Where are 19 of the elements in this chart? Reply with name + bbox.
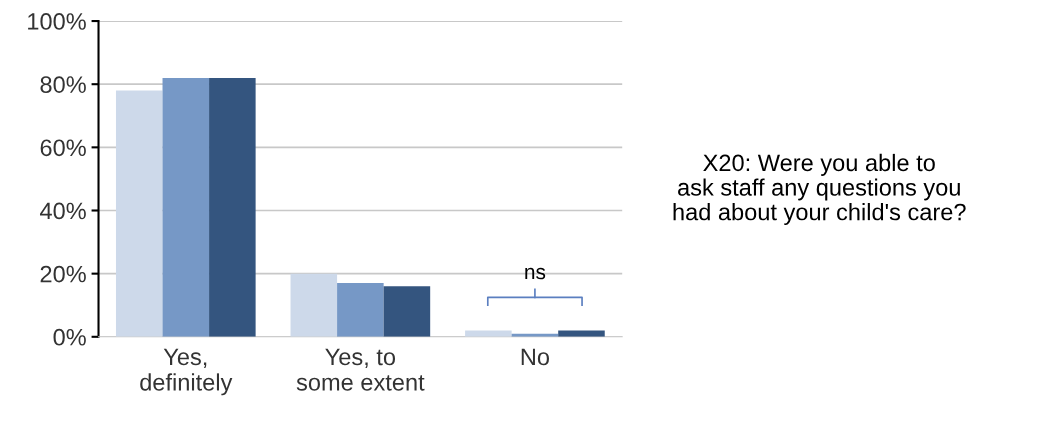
y-tick-label: 40% xyxy=(40,202,86,220)
bar xyxy=(465,330,512,337)
y-tick-label: 20% xyxy=(40,265,86,283)
x-tick-label: Yes, to some extent xyxy=(296,348,425,391)
bar xyxy=(290,273,338,337)
y-tick-label: 0% xyxy=(53,328,86,346)
text: X20: Were you able to ask staff any questions you had about your child's care? xyxy=(673,153,966,226)
bar xyxy=(558,330,605,337)
bar xyxy=(337,283,384,337)
bar xyxy=(115,90,163,337)
y-tick-label: 80% xyxy=(40,76,86,93)
annotation: ns xyxy=(525,267,546,280)
bar xyxy=(209,77,256,337)
bar xyxy=(383,286,431,337)
y-tick-label: 60% xyxy=(40,139,86,157)
x-tick-label: Yes, definitely xyxy=(140,348,233,396)
x-tick-label: No xyxy=(521,348,550,366)
bar xyxy=(162,77,210,337)
y-tick-label: 100% xyxy=(28,13,86,30)
